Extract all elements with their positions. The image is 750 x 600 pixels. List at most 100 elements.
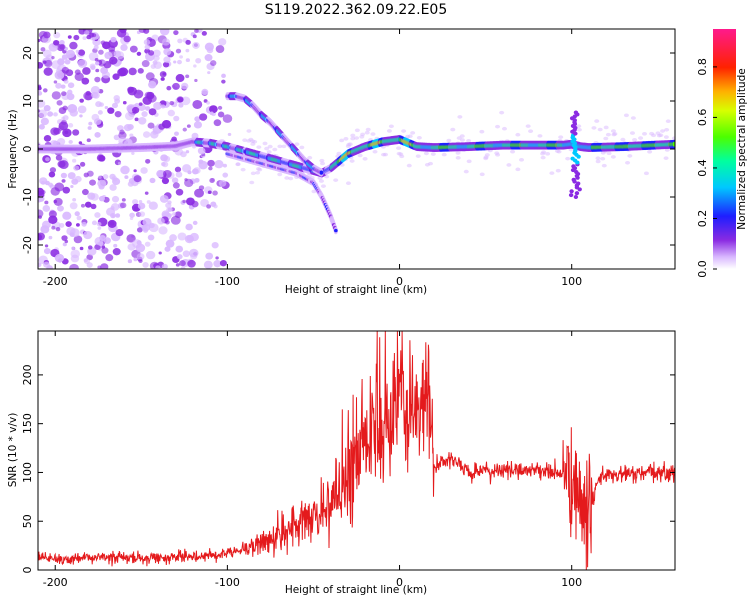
spectrogram-cell: [109, 221, 115, 226]
spectrogram-cell: [663, 135, 669, 139]
spectrogram-cell: [53, 31, 61, 39]
spectrogram-cell: [40, 117, 49, 126]
figure-title: S119.2022.362.09.22.E05: [265, 2, 448, 18]
spectrogram-cell: [623, 113, 629, 118]
spectrogram-cell: [53, 80, 58, 84]
spectrogram-cell: [357, 153, 363, 158]
spectrogram-cell: [97, 226, 102, 230]
spectrogram-cell: [545, 152, 551, 156]
spectrogram-cell: [173, 30, 179, 36]
spectrogram-cell: [146, 200, 151, 204]
spectrogram-cell: [50, 187, 60, 196]
spectrogram-cell: [573, 195, 579, 199]
spectrogram-cell: [218, 179, 227, 187]
spectrogram-cell: [177, 97, 184, 103]
spectrogram-cell: [406, 163, 412, 168]
spectrogram-cell: [71, 246, 75, 250]
spectrogram-cell: [386, 129, 392, 133]
spectrogram-cell: [157, 217, 165, 225]
spectrogram-cell: [42, 49, 52, 58]
spectrogram-cell: [501, 126, 507, 131]
spectrogram-cell: [311, 189, 317, 194]
spectrogram-cell: [69, 232, 75, 237]
spectrogram-cell: [573, 110, 579, 115]
spectrogram-cell: [98, 195, 105, 202]
spectrogram-cell: [100, 263, 109, 269]
spectrogram-cell: [180, 266, 186, 269]
spectrogram-cell: [221, 73, 226, 79]
spectrogram-cell: [89, 179, 96, 186]
spectrogram-cell: [398, 152, 404, 156]
spectrogram-cell: [576, 124, 582, 128]
spectrogram-cell: [177, 232, 187, 241]
spectrogram-cell: [611, 132, 617, 137]
spectrogram-cell: [175, 48, 182, 54]
spectrogram-cell: [160, 77, 165, 81]
spectrogram-cell: [127, 86, 135, 93]
spectrogram-cell: [185, 150, 190, 154]
spectrogram-cell: [158, 251, 162, 255]
spectrogram-cell: [362, 157, 368, 161]
spectrogram-cell: [568, 193, 574, 198]
spectrogram-cell: [98, 241, 104, 247]
snr-x-tick-label: -100: [215, 576, 240, 589]
spectrogram-cell: [388, 124, 394, 129]
spectrogram-cell: [53, 197, 63, 206]
spectrogram-cell: [339, 138, 345, 143]
spectrogram-cell: [126, 234, 136, 243]
spectrogram-cell: [207, 159, 215, 167]
spectrogram-cell: [56, 100, 63, 106]
spectrogram-cell: [92, 38, 101, 46]
spectrogram-cell: [510, 149, 516, 154]
spectrogram-cell: [175, 245, 184, 253]
spectrogram-cell: [210, 60, 217, 66]
spectrogram-cell: [95, 101, 102, 108]
spectrogram-cell: [192, 42, 200, 49]
spectrogram-cell: [203, 260, 213, 269]
spectrogram-cell: [159, 195, 169, 203]
spectrogram-cell: [69, 202, 78, 210]
spectrogram-cell: [124, 111, 135, 121]
spectrogram-cell: [381, 152, 387, 157]
spectrogram-cell: [72, 197, 77, 202]
spectrogram-cell: [48, 171, 56, 178]
spectrogram-cell: [55, 154, 63, 161]
spectrogram-cell: [57, 205, 64, 212]
spectrogram-cell: [71, 178, 79, 185]
spectrogram-cell: [632, 138, 638, 142]
spectrogram-cell: [43, 105, 51, 112]
spectrogram-cell: [133, 257, 138, 262]
spectrogram-cell: [172, 182, 180, 189]
snr-y-axis-label: SNR (10 * v/v): [7, 413, 19, 488]
spectrogram-cell: [266, 150, 272, 154]
spectrogram-cell: [86, 138, 91, 143]
spectrogram-cell: [222, 172, 229, 178]
spectrogram-cell: [58, 222, 65, 228]
spectrogram-cell: [149, 177, 156, 184]
spectrogram-cell: [182, 127, 187, 132]
spectrogram-cell: [109, 184, 117, 191]
spectrogram-cell: [643, 171, 649, 176]
spectrogram-cell: [93, 45, 99, 50]
spectrogram-cell: [218, 38, 227, 46]
spectrogram-cell: [594, 119, 600, 123]
spectrogram-cell: [192, 99, 203, 109]
spectrogram-cell: [192, 168, 199, 175]
spectrogram-cell: [120, 165, 130, 175]
spectrogram-cell: [38, 109, 41, 113]
spectrogram-x-tick-label: -200: [43, 275, 68, 288]
spectrogram-cell: [128, 67, 137, 76]
spectrogram-cell: [138, 29, 147, 33]
spectrogram-cell: [571, 164, 576, 169]
spectrogram-cell: [256, 145, 262, 149]
spectrogram-cell: [222, 163, 228, 168]
spectrogram-cell: [206, 101, 210, 105]
spectrogram-cell: [320, 161, 326, 166]
spectrogram-cell: [162, 169, 172, 179]
spectrogram-x-tick-label: -100: [215, 275, 240, 288]
spectrogram-cell: [167, 200, 172, 205]
spectrogram-cell: [112, 248, 121, 256]
spectrogram-cell: [249, 180, 255, 185]
spectrogram-cell: [625, 160, 631, 165]
